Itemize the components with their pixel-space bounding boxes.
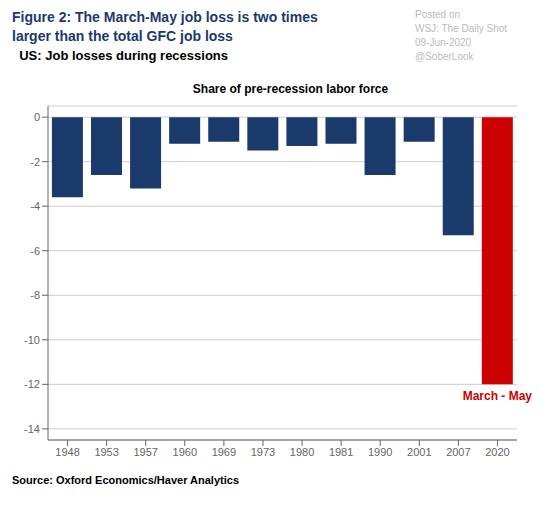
html-text:WSJ: The Daily Shot: WSJ: The Daily Shot [415,23,508,34]
svg-text:2007: 2007 [446,446,470,458]
svg-text:1980: 1980 [290,446,314,458]
html-text:Share of pre-recession labor f: Share of pre-recession labor force [192,82,389,96]
svg-text:-6: -6 [30,245,40,257]
svg-text:-2: -2 [30,156,40,168]
svg-text:1960: 1960 [173,446,197,458]
html-text:@SoberLook: @SoberLook [415,51,474,62]
html-text:09-Jun-2020: 09-Jun-2020 [415,37,472,48]
svg-text:-12: -12 [24,378,40,390]
svg-text:-10: -10 [24,334,40,346]
svg-text:2001: 2001 [407,446,431,458]
svg-text:1969: 1969 [212,446,236,458]
svg-text:1953: 1953 [94,446,118,458]
svg-text:1948: 1948 [55,446,79,458]
html-text:Source: Oxford Economics/Haver: Source: Oxford Economics/Haver Analytics [12,474,239,486]
html-text:US: Job losses during recessio: US: Job losses during recessions [12,48,228,63]
svg-text:2020: 2020 [485,446,509,458]
svg-text:1981: 1981 [329,446,353,458]
html-text:Posted on: Posted on [415,9,460,20]
svg-text:-4: -4 [30,200,40,212]
svg-text:March - May: March - May [463,389,533,403]
svg-text:0: 0 [34,111,40,123]
svg-text:-8: -8 [30,289,40,301]
svg-text:1957: 1957 [133,446,157,458]
svg-text:1990: 1990 [368,446,392,458]
svg-text:1973: 1973 [251,446,275,458]
html-text:larger than the total GFC job: larger than the total GFC job loss [12,28,233,44]
html-text:Figure 2: The March-May job lo: Figure 2: The March-May job loss is two … [12,9,318,25]
svg-text:-14: -14 [24,423,40,435]
